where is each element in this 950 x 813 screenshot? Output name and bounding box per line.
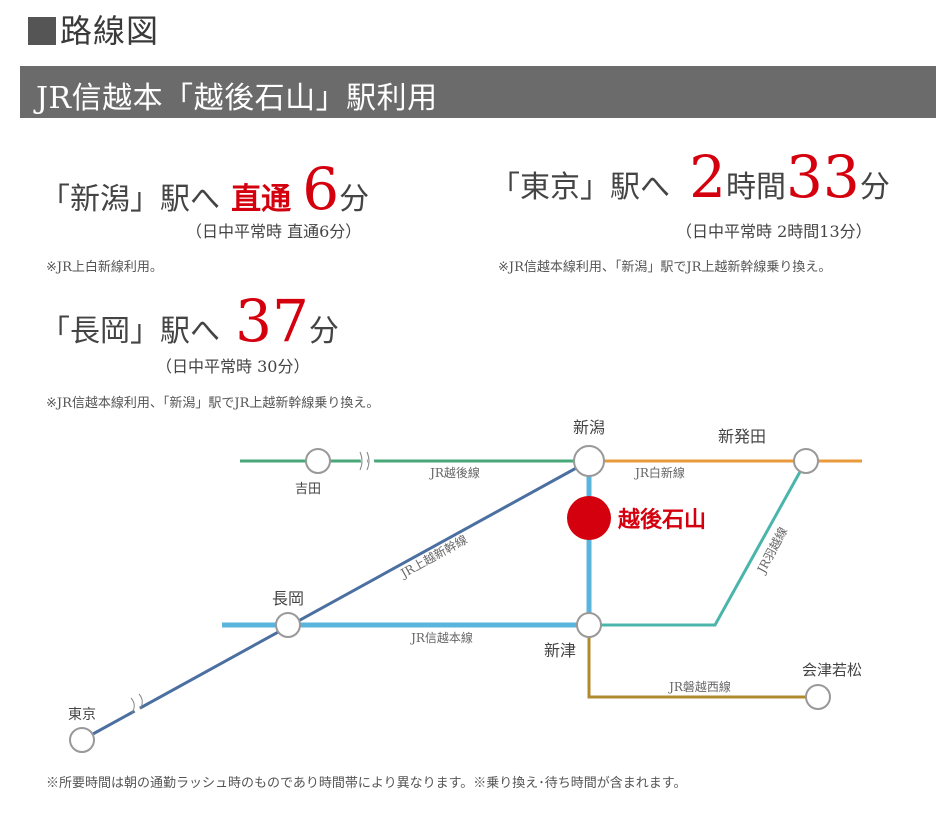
label-nagaoka: 長岡 xyxy=(272,589,304,608)
label-shibata: 新発田 xyxy=(718,427,766,446)
station-aizu xyxy=(805,684,831,710)
route-nagaoka-minutes: 37 xyxy=(235,287,309,355)
page-heading: 路線図 xyxy=(28,6,159,52)
route-nagaoka-note: ※JR信越本線利用、「新潟」駅でJR上越新幹線乗り換え。 xyxy=(46,396,380,411)
label-line-echigo: JR越後線 xyxy=(428,465,480,480)
break-mark-shinkansen xyxy=(131,702,145,720)
label-line-shinetsu: JR信越本線 xyxy=(409,630,473,645)
route-nagaoka-dest: 「長岡」駅へ xyxy=(40,314,220,349)
route-tokyo-unit: 分 xyxy=(859,170,890,205)
route-nagaoka-unit: 分 xyxy=(308,314,339,349)
route-niigata: 「新潟」駅へ 直通 6分 xyxy=(40,160,369,218)
route-tokyo-sub: （日中平常時 2時間13分） xyxy=(676,222,872,241)
label-line-joetsu-shinkansen: JR上越新幹線 xyxy=(396,532,470,582)
route-tokyo-dest: 「東京」駅へ xyxy=(490,170,670,205)
route-niigata-dest: 「新潟」駅へ xyxy=(40,182,220,217)
footnote: ※所要時間は朝の通勤ラッシュ時のものであり時間帯により異なります。※乗り換え･待… xyxy=(46,776,687,791)
route-tokyo-note: ※JR信越本線利用、「新潟」駅でJR上越新幹線乗り換え。 xyxy=(498,260,832,275)
station-niigata xyxy=(573,445,605,477)
square-icon xyxy=(28,17,56,45)
label-line-uetsu: JR羽越線 xyxy=(753,524,791,577)
break-mark-shinkansen-lines xyxy=(130,693,143,714)
route-niigata-unit: 分 xyxy=(339,182,370,217)
label-niigata: 新潟 xyxy=(573,418,605,437)
route-tokyo-minutes: 33 xyxy=(786,143,860,211)
station-echigo-ishiyama xyxy=(567,496,611,540)
line-joetsu-shinkansen xyxy=(81,459,590,742)
banner-title: JR信越本「越後石山」駅利用 xyxy=(36,81,438,116)
page-title: 路線図 xyxy=(60,12,160,50)
route-tokyo-hours-unit: 時間 xyxy=(726,170,786,205)
station-shibata xyxy=(793,448,819,474)
route-tokyo-hours: 2 xyxy=(689,143,726,211)
break-mark-echigo xyxy=(359,451,376,471)
route-niigata-note: ※JR上白新線利用。 xyxy=(46,260,163,275)
label-echigo-ishiyama: 越後石山 xyxy=(617,507,706,533)
route-tokyo: 「東京」駅へ 2時間33分 xyxy=(490,148,890,206)
route-niigata-minutes: 6 xyxy=(302,155,340,223)
route-nagaoka: 「長岡」駅へ 37分 xyxy=(40,292,339,350)
label-tokyo: 東京 xyxy=(68,707,96,723)
label-line-banetsu: JR磐越西線 xyxy=(667,679,731,694)
label-aizu: 会津若松 xyxy=(802,661,862,679)
label-niitsu: 新津 xyxy=(544,641,576,660)
route-niigata-sub: （日中平常時 直通6分） xyxy=(186,222,362,241)
label-yoshida: 吉田 xyxy=(295,482,321,497)
station-niitsu xyxy=(576,612,602,638)
break-mark-echigo-lines xyxy=(359,451,370,471)
line-banetsu xyxy=(587,625,818,699)
station-tokyo xyxy=(69,727,95,753)
route-niigata-mode: 直通 xyxy=(231,182,292,217)
route-nagaoka-sub: （日中平常時 30分） xyxy=(156,357,310,376)
label-line-hakushin: JR白新線 xyxy=(633,465,685,480)
line-uetsu xyxy=(589,460,808,627)
station-yoshida xyxy=(305,448,331,474)
station-nagaoka xyxy=(275,612,301,638)
station-banner: JR信越本「越後石山」駅利用 xyxy=(20,66,936,118)
